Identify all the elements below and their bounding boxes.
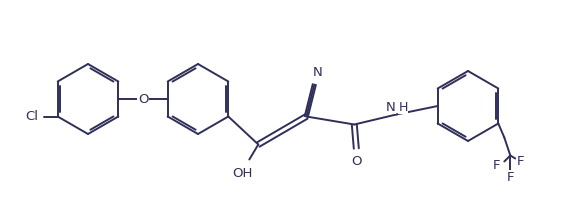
Text: OH: OH bbox=[232, 166, 253, 180]
Text: F: F bbox=[517, 155, 524, 168]
Text: H: H bbox=[398, 100, 408, 114]
Text: N: N bbox=[312, 65, 322, 78]
Text: F: F bbox=[492, 159, 500, 172]
Text: F: F bbox=[507, 171, 514, 184]
Text: O: O bbox=[138, 92, 148, 106]
Text: Cl: Cl bbox=[26, 110, 38, 123]
Text: O: O bbox=[351, 154, 362, 168]
Text: N: N bbox=[386, 100, 395, 114]
